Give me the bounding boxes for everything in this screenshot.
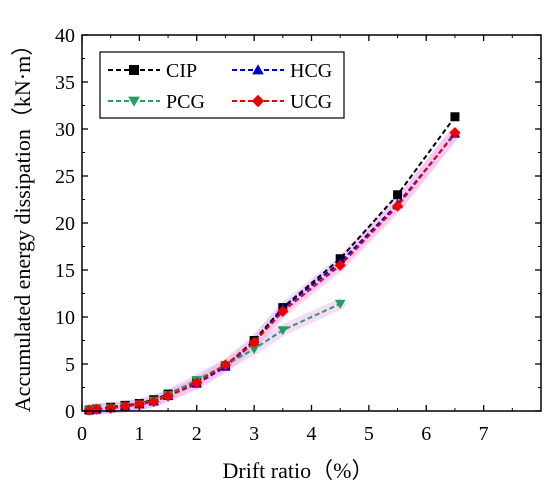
data-point-cip <box>393 190 403 200</box>
y-tick-label: 35 <box>55 72 75 94</box>
data-point-cip <box>450 112 460 122</box>
data-point-ucg <box>391 200 404 212</box>
x-tick-label: 2 <box>192 423 202 445</box>
data-point-pcg <box>277 326 289 336</box>
data-point-ucg <box>449 127 461 139</box>
y-tick-label: 5 <box>65 354 75 376</box>
legend-label-pcg: PCG <box>166 91 205 113</box>
legend-label-cip: CIP <box>166 60 197 82</box>
y-tick-label: 40 <box>55 25 75 47</box>
data-point-pcg <box>334 299 346 310</box>
legend-label-hcg: HCG <box>290 60 332 82</box>
data-point-ucg <box>334 259 346 271</box>
legend-marker-ucg <box>251 94 265 108</box>
legend-label-ucg: UCG <box>290 91 332 113</box>
data-point-ucg <box>219 359 232 371</box>
data-point-pcg <box>248 345 260 355</box>
legend-box <box>99 51 345 119</box>
series-layer <box>83 112 461 416</box>
x-tick-label: 0 <box>77 423 87 445</box>
x-tick-label: 5 <box>364 423 374 445</box>
x-tick-label: 7 <box>479 423 489 445</box>
data-point-ucg <box>248 336 260 348</box>
legend-marker-hcg <box>252 64 264 75</box>
y-tick-label: 15 <box>55 260 75 282</box>
data-point-ucg <box>83 404 95 416</box>
y-tick-label: 20 <box>55 213 75 235</box>
data-point-ucg <box>90 403 102 415</box>
y-tick-label: 10 <box>55 307 75 329</box>
legend-marker-pcg <box>128 96 140 107</box>
legend: CIP HCG PCG UCG <box>99 51 345 119</box>
series-glow-pcg <box>83 298 346 416</box>
highlight-layer <box>83 127 461 416</box>
axes-layer: 0 1 2 3 4 5 6 7 0 5 10 15 20 25 30 35 40 <box>55 25 542 445</box>
data-point-ucg <box>119 400 131 412</box>
data-point-ucg <box>148 396 160 408</box>
data-point-ucg <box>162 390 174 402</box>
x-tick-label: 4 <box>307 423 317 445</box>
x-tick-label: 3 <box>249 423 259 445</box>
series-line-cip <box>89 116 456 412</box>
series-line-hcg <box>89 133 456 412</box>
series-line-ucg <box>89 132 456 412</box>
data-point-ucg <box>191 377 203 389</box>
legend-marker-cip <box>129 65 139 75</box>
data-point-ucg <box>277 305 289 317</box>
data-point-ucg <box>133 398 145 410</box>
y-tick-label: 25 <box>55 166 75 188</box>
x-tick-label: 1 <box>134 423 144 445</box>
x-tick-label: 6 <box>421 423 431 445</box>
y-axis-title: Accumulated energy dissipation（kN·m） <box>10 34 35 412</box>
y-tick-label: 0 <box>65 401 75 423</box>
x-axis-title: Drift ratio（%） <box>223 458 374 483</box>
series-glow-ucg <box>83 127 461 416</box>
y-tick-label: 30 <box>55 119 75 141</box>
series-glow-hcg <box>83 128 461 416</box>
